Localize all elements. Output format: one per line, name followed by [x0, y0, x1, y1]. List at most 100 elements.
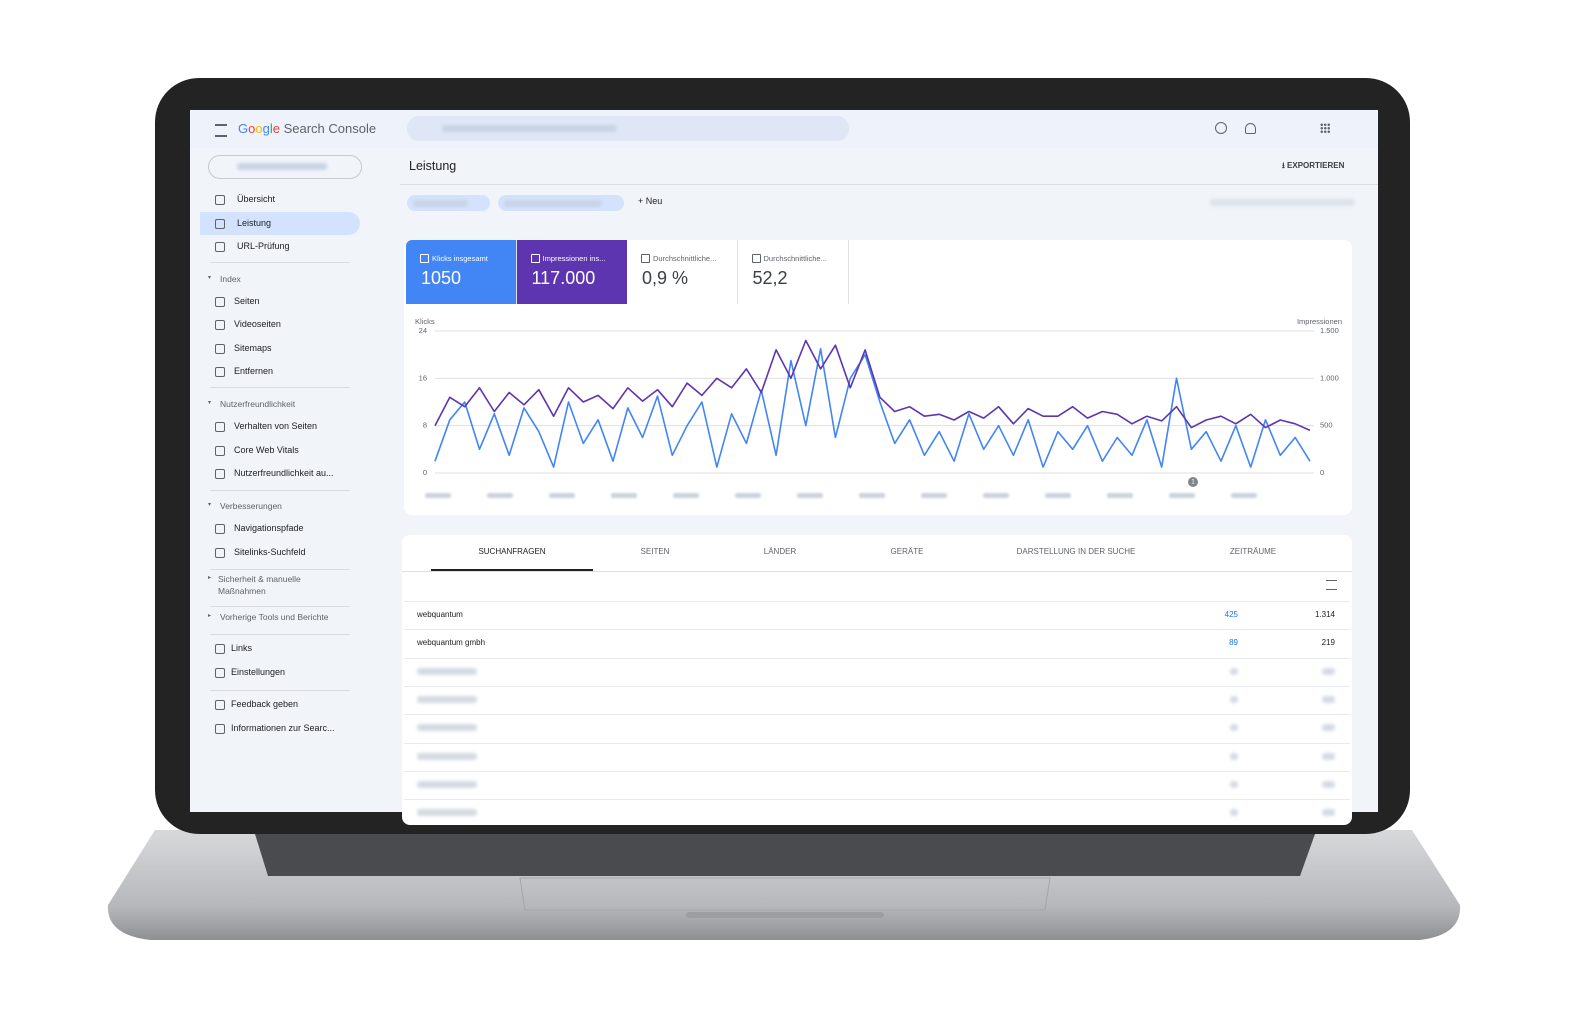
help-icon[interactable]: [1215, 122, 1227, 134]
metric-tile[interactable]: [406, 240, 517, 304]
tab[interactable]: SEITEN: [640, 547, 670, 556]
nav-item[interactable]: Einstellungen: [231, 667, 286, 677]
nav-section[interactable]: Sicherheit & manuelle Maßnahmen: [218, 574, 301, 596]
nav-item[interactable]: URL-Prüfung: [237, 241, 290, 251]
nav-item[interactable]: Seiten: [234, 296, 260, 306]
impressions-cell: 219: [1321, 638, 1335, 648]
nav-section[interactable]: Nutzerfreundlichkeit: [220, 399, 296, 409]
nav-icon: [215, 446, 225, 456]
nav-section[interactable]: Vorherige Tools und Berichte: [220, 612, 329, 622]
blurred-cell: [1322, 809, 1335, 817]
metric-value: 52,2: [752, 268, 788, 288]
blurred-cell: [1322, 752, 1335, 760]
clicks-cell: 89: [1229, 638, 1238, 648]
tab[interactable]: ZEITRÄUME: [1229, 547, 1277, 556]
new-filter[interactable]: + Neu: [638, 196, 663, 206]
blurred-cell: [417, 809, 477, 817]
nav-item[interactable]: Videoseiten: [234, 319, 281, 329]
menu-icon[interactable]: [215, 124, 227, 137]
nav-icon: [215, 524, 225, 534]
x-tick-label-blurred: [797, 493, 823, 498]
metric-value: 117.000: [531, 268, 596, 288]
nav-item[interactable]: Feedback geben: [231, 699, 299, 709]
new-filter-label: Neu: [645, 196, 663, 206]
nav-icon: [215, 344, 225, 354]
clicks-cell: 425: [1224, 610, 1238, 619]
divider: [210, 634, 350, 635]
row-divider: [404, 601, 1350, 602]
blurred-cell: [1230, 780, 1238, 788]
blurred-cell: [1322, 724, 1335, 732]
series-line: [434, 339, 1311, 432]
active-nav: [200, 212, 360, 235]
blurred-cell: [1322, 780, 1335, 788]
logo[interactable]: Google Search Console: [238, 121, 376, 136]
nav-caret[interactable]: ▸: [208, 575, 212, 581]
nav-item[interactable]: Links: [231, 643, 253, 653]
query-cell[interactable]: webquantum: [417, 610, 463, 619]
nav-section[interactable]: Index: [220, 274, 241, 284]
nav-item[interactable]: Navigationspfade: [234, 523, 304, 533]
row-divider: [404, 770, 1350, 772]
tab[interactable]: GERÄTE: [890, 547, 924, 556]
nav-item[interactable]: Sitemaps: [234, 343, 272, 353]
metric-label: Durchschnittliche...: [763, 254, 827, 263]
nav-item[interactable]: Übersicht: [237, 194, 276, 204]
y2-tick-label: 1.500: [1320, 326, 1339, 335]
apps-icon[interactable]: [1320, 123, 1330, 133]
last-updated: [1210, 199, 1355, 206]
tab[interactable]: SUCHANFRAGEN: [478, 547, 546, 556]
nav-item[interactable]: Nutzerfreundlichkeit au...: [234, 468, 334, 478]
y-tick-label: 0: [423, 468, 427, 477]
nav-section[interactable]: Verbesserungen: [220, 501, 282, 511]
blurred-cell: [417, 667, 477, 675]
nav-item[interactable]: Sitelinks-Suchfeld: [234, 547, 306, 557]
metric-tile[interactable]: [627, 240, 738, 304]
x-tick-label-blurred: [487, 493, 513, 498]
metric-checkbox[interactable]: [751, 254, 761, 263]
nav-item[interactable]: Entfernen: [234, 366, 274, 376]
filter-chip[interactable]: [498, 195, 624, 211]
logo-google: Google: [238, 121, 280, 136]
blurred-cell: [1230, 724, 1238, 732]
divider: [210, 490, 350, 491]
series-line: [434, 348, 1311, 468]
table-card: [402, 535, 1352, 825]
filter-chip[interactable]: [407, 195, 490, 211]
search-box[interactable]: [407, 116, 849, 141]
tab[interactable]: DARSTELLUNG IN DER SUCHE: [1016, 547, 1136, 556]
property-selector[interactable]: [208, 155, 362, 179]
query-cell[interactable]: webquantum gmbh: [417, 638, 486, 648]
nav-caret[interactable]: ▾: [208, 275, 212, 281]
filter-icon[interactable]: [1326, 580, 1337, 590]
metric-tile[interactable]: [737, 240, 849, 304]
row-divider: [404, 685, 1350, 687]
nav-icon: [215, 320, 225, 330]
blurred-cell: [417, 695, 477, 703]
nav-caret[interactable]: ▾: [208, 502, 212, 508]
nav-item[interactable]: Leistung: [237, 218, 272, 228]
nav-icon: [215, 219, 225, 229]
nav-icon: [215, 469, 225, 479]
metric-checkbox[interactable]: [530, 254, 540, 263]
x-tick-label-blurred: [1045, 493, 1071, 498]
x-tick-label-blurred: [549, 493, 575, 498]
nav-icon: [215, 644, 225, 654]
y-tick-label: 24: [419, 326, 427, 335]
nav-caret[interactable]: ▸: [208, 613, 212, 619]
account-icon[interactable]: [1245, 123, 1256, 134]
divider: [210, 262, 350, 263]
nav-caret[interactable]: ▾: [208, 400, 212, 406]
nav-item[interactable]: Verhalten von Seiten: [234, 421, 318, 431]
export-label: EXPORTIEREN: [1287, 161, 1345, 170]
tab[interactable]: LÄNDER: [763, 547, 797, 556]
nav-icon: [215, 724, 225, 734]
nav-item[interactable]: Informationen zur Searc...: [231, 723, 335, 733]
nav-item[interactable]: Core Web Vitals: [234, 445, 299, 455]
metric-checkbox[interactable]: [420, 254, 429, 263]
nav-icon: [215, 367, 225, 377]
metric-checkbox[interactable]: [641, 254, 650, 263]
y-tick-label: 16: [419, 373, 427, 382]
export-button[interactable]: ⭳ EXPORTIEREN: [1282, 161, 1345, 170]
